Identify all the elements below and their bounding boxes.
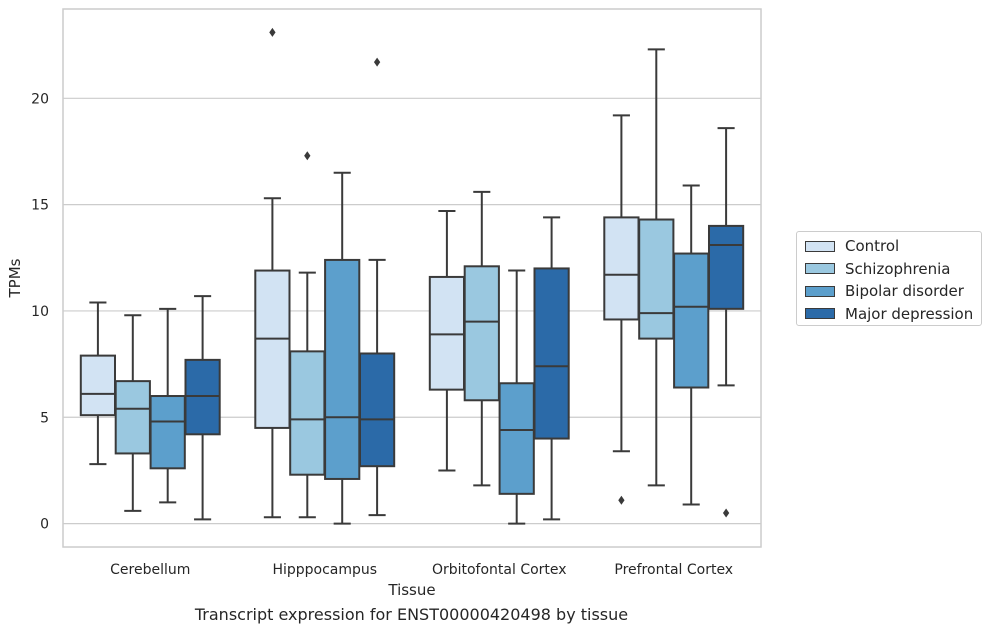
box-3-1	[428, 210, 466, 472]
y-axis-title: TPMs	[6, 258, 24, 298]
y-tick-label-20: 20	[31, 91, 49, 107]
box-4-3	[673, 184, 710, 506]
box-2-1	[254, 27, 291, 519]
box-2-4	[358, 57, 396, 517]
y-tick-label-0: 0	[40, 517, 49, 533]
x-tick-label-1: Cerebellum	[110, 562, 190, 578]
box-body	[638, 218, 675, 340]
outlier-point	[618, 495, 625, 505]
outlier-point	[373, 57, 381, 67]
legend-item-control: Control	[805, 235, 981, 258]
legend-swatch-bipolar-disorder	[805, 285, 835, 297]
box-1-3	[149, 307, 186, 504]
legend-label-major-depression: Major depression	[845, 304, 974, 323]
box-3-4	[533, 216, 570, 521]
y-tick-label-10: 10	[31, 304, 49, 320]
box-1-4	[184, 295, 221, 521]
legend-item-bipolar-disorder: Bipolar disorder	[805, 280, 981, 303]
legend-label-schizophrenia: Schizophrenia	[845, 259, 951, 278]
y-tick-label-5: 5	[40, 410, 49, 426]
box-body	[254, 269, 291, 429]
legend-swatch-control	[805, 240, 835, 252]
legend-swatch-schizophrenia	[805, 263, 835, 275]
box-1-1	[79, 301, 117, 466]
box-body	[498, 382, 535, 495]
box-body	[428, 275, 466, 391]
x-axis-title: Tissue	[387, 581, 435, 599]
chart-caption: Transcript expression for ENST0000042049…	[194, 605, 629, 624]
legend-label-control: Control	[845, 237, 900, 256]
legend-swatch-major-depression	[805, 308, 835, 320]
legend-item-major-depression: Major depression	[805, 303, 981, 326]
outlier-point	[304, 151, 311, 161]
legend-label-bipolar-disorder: Bipolar disorder	[845, 282, 964, 301]
x-tick-labels: Cerebellum Hipppocampus Orbitofontal Corte…	[110, 562, 733, 578]
legend-item-schizophrenia: Schizophrenia	[805, 258, 981, 281]
box-1-2	[114, 314, 151, 512]
box-body	[149, 395, 186, 470]
box-body	[673, 252, 710, 389]
box-2-3	[324, 171, 361, 525]
box-body	[324, 258, 361, 480]
x-tick-label-4: Prefrontal Cortex	[614, 562, 733, 578]
x-tick-label-2: Hipppocampus	[272, 562, 377, 578]
outlier-point	[722, 508, 730, 518]
outlier-point	[269, 27, 276, 37]
y-tick-label-15: 15	[31, 198, 49, 214]
box-4-4	[707, 127, 745, 518]
box-4-2	[638, 48, 675, 487]
legend: Control Schizophrenia Bipolar disorder M…	[796, 231, 982, 326]
box-layer	[79, 27, 745, 525]
box-body	[184, 358, 221, 436]
box-body	[114, 380, 151, 455]
box-body	[463, 265, 500, 402]
box-4-1	[603, 114, 640, 505]
plot-frame	[62, 8, 762, 548]
box-body	[707, 224, 745, 310]
box-body	[533, 267, 570, 440]
box-3-2	[463, 190, 500, 487]
box-3-3	[498, 269, 535, 525]
x-tick-label-3: Orbitofontal Cortex	[432, 562, 567, 578]
box-body	[289, 350, 326, 476]
y-tick-labels: 0 5 10 15 20	[31, 91, 49, 532]
box-body	[603, 216, 640, 321]
box-body	[358, 352, 396, 468]
box-body	[79, 354, 117, 417]
box-2-2	[289, 151, 326, 519]
